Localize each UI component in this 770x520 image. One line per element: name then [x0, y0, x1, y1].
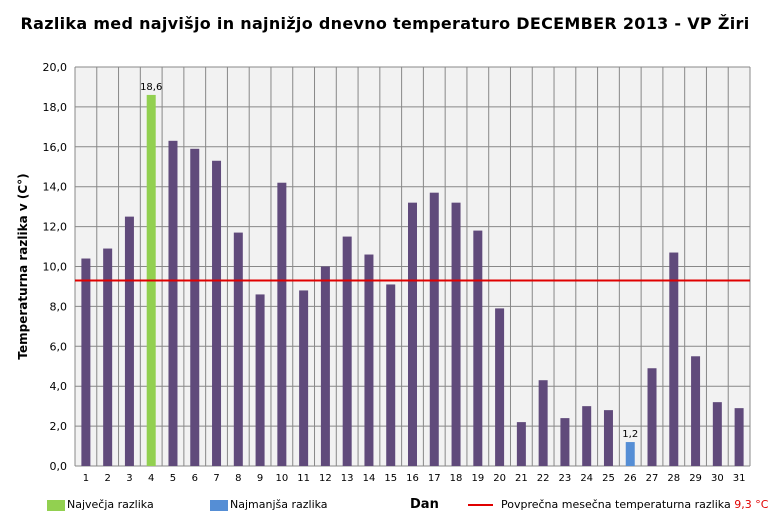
chart-title: Razlika med najvišjo in najnižjo dnevno … [20, 14, 750, 33]
bar-day-19 [473, 230, 483, 466]
bar-day-10 [277, 182, 287, 466]
y-tick-label: 20,0 [43, 61, 68, 74]
legend-min-swatch [210, 499, 228, 511]
x-tick-label: 10 [275, 473, 288, 484]
bar-day-24 [582, 406, 592, 466]
bar-day-17 [429, 192, 439, 466]
legend-avg-line [468, 504, 493, 506]
legend-max-label: Največja razlika [67, 498, 154, 511]
bar-day-11 [299, 290, 309, 466]
y-tick-label: 4,0 [50, 380, 68, 393]
bar-day-2 [103, 248, 113, 466]
x-tick-label: 17 [428, 473, 441, 484]
x-tick-label: 28 [667, 473, 680, 484]
bar-day-29 [691, 356, 701, 466]
bar-day-14 [364, 254, 374, 466]
bar-day-25 [603, 410, 613, 466]
legend-avg: Povprečna mesečna temperaturna razlika 9… [468, 498, 768, 511]
bar-day-7 [212, 160, 222, 466]
y-tick-label: 10,0 [43, 261, 68, 274]
legend-max-swatch [47, 499, 65, 511]
y-tick-label: 6,0 [50, 340, 68, 353]
bar-day-20 [495, 308, 505, 466]
bar-day-18 [451, 202, 461, 466]
x-tick-label: 11 [297, 473, 310, 484]
bar-day-27 [647, 368, 657, 466]
x-tick-label: 6 [192, 473, 198, 484]
x-tick-label: 22 [537, 473, 550, 484]
bar-day-28 [669, 252, 679, 466]
bar-day-30 [712, 402, 722, 466]
x-tick-label: 3 [126, 473, 132, 484]
legend-max: Največja razlika [47, 498, 154, 511]
legend-avg-label: Povprečna mesečna temperaturna razlika [501, 498, 731, 511]
x-tick-label: 1 [83, 473, 89, 484]
x-tick-label: 9 [257, 473, 263, 484]
x-tick-label: 21 [515, 473, 528, 484]
bar-day-22 [538, 380, 548, 466]
bar-day-26 [625, 442, 635, 466]
x-tick-label: 16 [406, 473, 419, 484]
x-tick-label: 13 [341, 473, 354, 484]
x-tick-label: 2 [104, 473, 110, 484]
x-tick-label: 8 [235, 473, 241, 484]
y-tick-label: 2,0 [50, 420, 68, 433]
bar-day-3 [124, 216, 134, 466]
bar-day-8 [233, 232, 243, 466]
y-tick-label: 0,0 [50, 460, 68, 473]
y-tick-label: 14,0 [43, 181, 68, 194]
x-tick-label: 30 [711, 473, 724, 484]
bar-day-13 [342, 236, 352, 466]
x-tick-label: 24 [580, 473, 593, 484]
x-tick-label: 26 [624, 473, 637, 484]
bar-day-23 [560, 418, 570, 466]
y-tick-label: 8,0 [50, 300, 68, 313]
min-data-label: 1,2 [622, 429, 638, 440]
bar-day-1 [81, 258, 91, 466]
x-tick-label: 20 [493, 473, 506, 484]
bar-day-5 [168, 140, 178, 466]
x-tick-label: 15 [384, 473, 397, 484]
bar-day-16 [408, 202, 417, 466]
y-tick-label: 16,0 [43, 141, 68, 154]
x-tick-label: 14 [363, 473, 376, 484]
x-tick-label: 27 [646, 473, 659, 484]
x-tick-label: 25 [602, 473, 615, 484]
x-tick-label: 19 [471, 473, 484, 484]
legend-min-label: Najmanjša razlika [230, 498, 328, 511]
bar-day-9 [255, 294, 265, 466]
x-tick-label: 31 [733, 473, 746, 484]
max-data-label: 18,6 [140, 82, 162, 93]
x-axis-label: Dan [410, 497, 439, 512]
x-tick-label: 23 [559, 473, 572, 484]
bar-day-15 [386, 284, 396, 466]
y-axis-label: Temperaturna razlika v (C°) [16, 173, 30, 359]
x-tick-label: 12 [319, 473, 332, 484]
bar-day-6 [190, 148, 200, 467]
bar-day-12 [320, 266, 330, 466]
x-tick-label: 18 [450, 473, 463, 484]
legend-avg-value: 9,3 °C [734, 498, 769, 511]
y-tick-label: 18,0 [43, 101, 68, 114]
y-tick-label: 12,0 [43, 221, 68, 234]
bar-day-31 [734, 408, 744, 466]
x-tick-label: 29 [689, 473, 702, 484]
x-tick-label: 7 [213, 473, 219, 484]
legend-min: Najmanjša razlika [210, 498, 328, 511]
x-tick-label: 4 [148, 473, 154, 484]
x-tick-label: 5 [170, 473, 176, 484]
bar-day-21 [516, 422, 526, 466]
